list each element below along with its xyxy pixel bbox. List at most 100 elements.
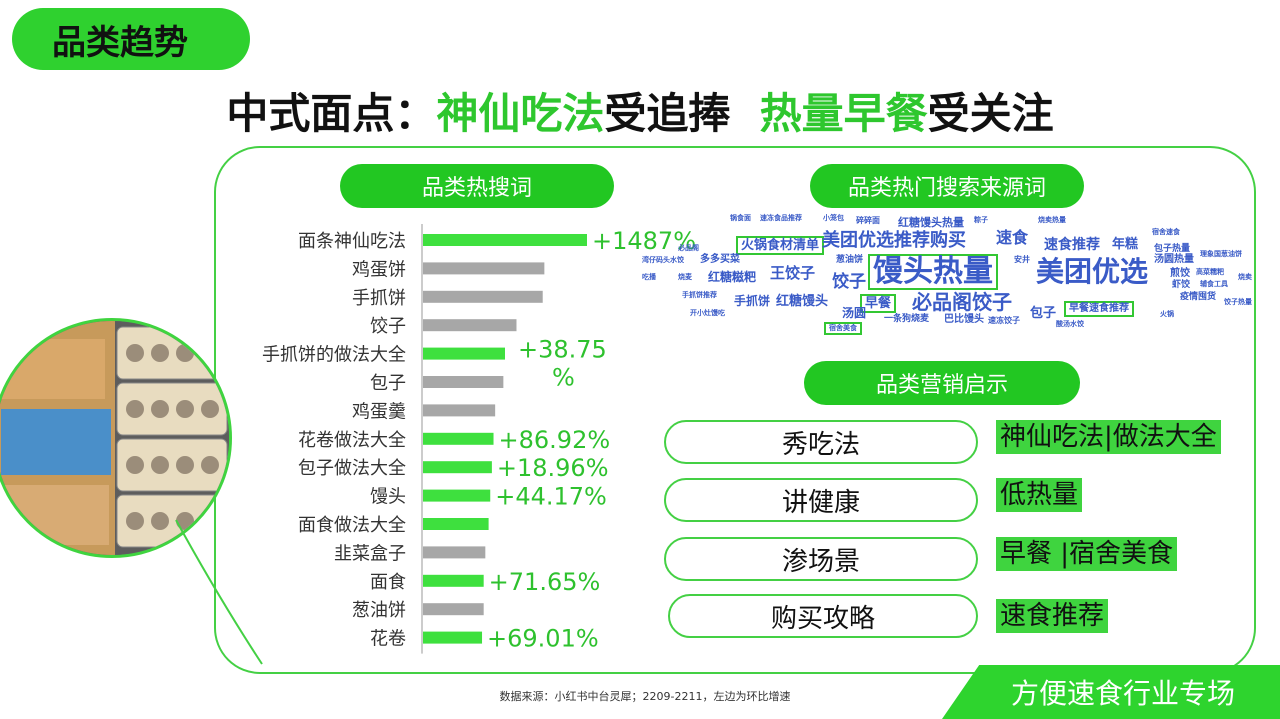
- bar: [423, 404, 496, 417]
- word-cloud-term: 辅食工具: [1200, 280, 1228, 288]
- word-cloud-term: 早餐: [860, 294, 897, 313]
- word-cloud-term: 馒头热量: [868, 254, 998, 290]
- bar: [423, 631, 483, 644]
- bar: [423, 262, 545, 275]
- bar-category-label: 鸡蛋羹: [352, 401, 406, 422]
- word-cloud-term: 湾仔码头水饺: [642, 256, 684, 264]
- word-cloud-term: 开小灶馒吃: [690, 309, 725, 317]
- marketing-title: 品类营销启示: [804, 361, 1080, 405]
- word-cloud-term: 汤圆: [842, 306, 867, 320]
- bar: [423, 432, 494, 445]
- title-highlight-2: 热量早餐: [759, 89, 928, 138]
- word-cloud-term: 宿舍速食: [1152, 228, 1180, 236]
- bar-category-label: 鸡蛋饼: [352, 259, 406, 280]
- word-cloud-term: 速冻食品推荐: [760, 214, 802, 222]
- bar-data-label: +44.17%: [495, 483, 607, 511]
- word-cloud-term: 粽子: [974, 216, 988, 224]
- word-cloud-term: 包子: [1030, 306, 1057, 321]
- word-cloud-term: 安井: [1014, 255, 1030, 264]
- page-title: 中式面点：神仙吃法受追捧 热量早餐受关注: [0, 80, 1280, 141]
- word-cloud-term: 包子热量: [1154, 244, 1191, 254]
- word-cloud-term: 红糖馒头热量: [898, 216, 964, 229]
- title-highlight-1: 神仙吃法: [436, 89, 605, 138]
- word-cloud-term: 理象国葱油饼: [1200, 250, 1242, 258]
- word-cloud-term: 煎饺: [1170, 268, 1190, 279]
- word-cloud-term: 饺子: [832, 272, 866, 292]
- bar-category-label: 韭菜盒子: [334, 543, 406, 564]
- title-part-2: 受追捧: [604, 89, 731, 138]
- marketing-tag-show-eating: 神仙吃法|做法大全: [996, 420, 1221, 454]
- marketing-item-health: 讲健康: [664, 478, 978, 522]
- marketing-item-buying-guide: 购买攻略: [668, 594, 978, 638]
- product-photo: [0, 318, 232, 558]
- title-part-3: 受关注: [927, 89, 1054, 138]
- marketing-tag-scene: 早餐 |宿舍美食: [996, 537, 1178, 571]
- bar: [423, 546, 486, 559]
- bar-data-label: +38.75%: [518, 336, 607, 392]
- word-cloud-term: 红糖馒头: [776, 294, 829, 309]
- marketing-tag-buying-guide: 速食推荐: [996, 599, 1109, 633]
- bar-data-label: +69.01%: [487, 625, 599, 653]
- bar-category-label: 花卷做法大全: [298, 430, 406, 451]
- word-cloud-term: 酸汤水饺: [1056, 320, 1084, 328]
- bar-category-label: 饺子: [370, 316, 406, 337]
- word-cloud-term: 红糖糍粑: [708, 270, 757, 284]
- word-cloud-term: 手抓饼: [734, 294, 771, 308]
- bar: [423, 461, 492, 474]
- word-cloud-term: 火锅: [1160, 310, 1174, 318]
- bar: [423, 347, 505, 360]
- hot-search-title: 品类热搜词: [340, 164, 614, 208]
- word-cloud-term: 王饺子: [770, 264, 816, 282]
- word-cloud-term: 碎碎面: [856, 216, 880, 225]
- word-cloud-term: 手抓饼推荐: [682, 291, 717, 299]
- marketing-item-scene: 渗场景: [664, 537, 978, 581]
- word-cloud-term: 烧卖热量: [1038, 216, 1066, 224]
- bar-data-label: +1487%: [592, 227, 696, 255]
- bar-category-label: 手抓饼: [352, 288, 406, 309]
- bar-category-label: 面食做法大全: [298, 515, 406, 536]
- word-cloud-term: 汤圆热量: [1154, 254, 1194, 265]
- word-cloud-term: 烧卖: [1238, 273, 1252, 281]
- word-cloud-term: 饺子热量: [1224, 298, 1252, 306]
- bar: [423, 234, 587, 246]
- word-cloud-term: 美团优选: [1036, 255, 1149, 288]
- word-cloud-term: 小笼包: [823, 214, 844, 222]
- bar: [423, 489, 491, 502]
- word-cloud-term: 高菜糯粑: [1196, 268, 1224, 276]
- word-cloud-term: 美团优选推荐购买: [822, 230, 966, 251]
- bar-category-label: 面条神仙吃法: [298, 231, 406, 252]
- word-cloud-term: 必品阁: [678, 244, 699, 252]
- food-trays-image: [0, 321, 229, 555]
- word-cloud-term: 宿舍美食: [824, 322, 862, 335]
- word-cloud-term: 锅食面: [730, 214, 751, 222]
- bar-category-label: 葱油饼: [352, 600, 406, 621]
- word-cloud-term: 早餐速食推荐: [1064, 301, 1134, 317]
- bar-data-label: +71.65%: [489, 568, 601, 596]
- bar: [423, 574, 484, 587]
- bar: [423, 603, 484, 616]
- bar-category-label: 手抓饼的做法大全: [262, 345, 406, 366]
- title-part-1: 中式面点：: [226, 89, 437, 138]
- content-frame: [214, 146, 1256, 674]
- word-cloud-term: 多多买菜: [700, 254, 740, 265]
- footer-banner: 方便速食行业专场: [942, 665, 1280, 719]
- bar-category-label: 面食: [370, 572, 406, 593]
- bar: [423, 376, 504, 388]
- word-cloud-term: 吃播: [642, 273, 656, 281]
- search-word-cloud: 锅食面 速冻食品推荐 小笼包 碎碎面 红糖馒头热量 粽子 烧卖热量 宿舍速食 火锅食材清单 美团优…: [640, 214, 1260, 338]
- word-cloud-term: 年糕: [1112, 237, 1139, 252]
- word-cloud-term: 速冻饺子: [988, 316, 1020, 325]
- bar-category-label: 包子: [370, 373, 406, 394]
- word-cloud-term: 火锅食材清单: [736, 236, 825, 255]
- word-cloud-term: 疫情囤货: [1180, 292, 1217, 302]
- bar-data-label: +18.96%: [497, 454, 609, 482]
- bar: [423, 290, 543, 303]
- bar: [423, 319, 517, 332]
- bar-category-label: 包子做法大全: [298, 458, 406, 479]
- data-source-note: 数据来源：小红书中台灵犀；2209-2211，左边为环比增速: [499, 690, 791, 703]
- word-cloud-term: 必品阁饺子: [912, 290, 1012, 314]
- word-cloud-term: 一条狗烧麦: [884, 314, 930, 324]
- word-cloud-term: 虾饺: [1172, 280, 1191, 290]
